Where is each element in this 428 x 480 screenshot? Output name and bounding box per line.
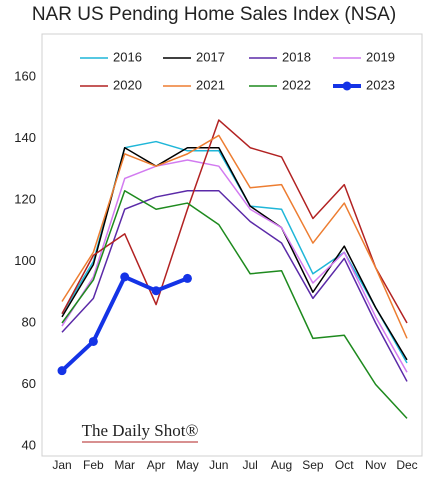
series-line <box>61 190 408 382</box>
y-tick-label: 140 <box>14 130 36 145</box>
point <box>88 336 98 346</box>
watermark: The Daily Shot® <box>82 421 199 440</box>
point <box>182 273 192 283</box>
x-tick-label: Jun <box>209 458 228 472</box>
legend-label: 2023 <box>366 77 395 92</box>
y-tick-label: 100 <box>14 253 36 268</box>
series-line <box>61 146 408 361</box>
y-tick-label: 160 <box>14 68 36 83</box>
chart-title: NAR US Pending Home Sales Index (NSA) <box>32 4 396 25</box>
x-tick-label: Feb <box>83 458 104 472</box>
legend-label: 2019 <box>366 49 395 64</box>
legend-label: 2016 <box>113 49 142 64</box>
legend-marker <box>342 81 352 91</box>
x-tick-label: Mar <box>114 458 135 472</box>
legend-label: 2021 <box>196 77 225 92</box>
y-tick-label: 60 <box>22 376 36 391</box>
y-tick-label: 80 <box>22 314 36 329</box>
legend-label: 2017 <box>196 49 225 64</box>
x-tick-label: Sep <box>302 458 324 472</box>
legend-label: 2018 <box>282 49 311 64</box>
series-line <box>61 134 408 339</box>
point <box>120 272 130 282</box>
y-tick-label: 120 <box>14 191 36 206</box>
series-line <box>61 119 408 324</box>
plot-frame <box>41 33 423 457</box>
x-tick-label: Nov <box>365 458 386 472</box>
y-tick-label: 40 <box>22 437 36 452</box>
legend-label: 2020 <box>113 77 142 92</box>
x-tick-label: Oct <box>335 458 354 472</box>
x-tick-label: Dec <box>396 458 417 472</box>
x-tick-label: Jan <box>52 458 71 472</box>
series-line <box>61 159 408 373</box>
point <box>151 286 161 296</box>
series-line <box>61 190 408 419</box>
x-tick-label: Jul <box>243 458 258 472</box>
x-tick-label: May <box>176 458 199 472</box>
x-tick-label: Aug <box>271 458 292 472</box>
x-tick-label: Apr <box>147 458 166 472</box>
legend-label: 2022 <box>282 77 311 92</box>
point <box>57 366 67 376</box>
